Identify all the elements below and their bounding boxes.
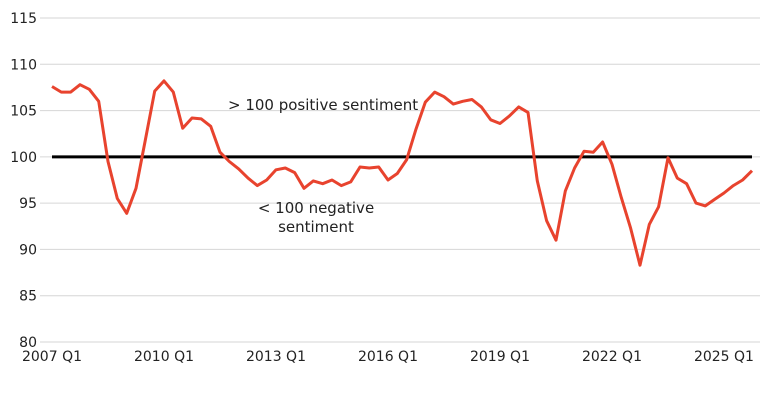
- x-tick-label: 2007 Q1: [22, 349, 82, 365]
- x-tick-label: 2019 Q1: [470, 349, 530, 365]
- y-tick-label: 90: [19, 242, 37, 258]
- y-tick-label: 80: [19, 335, 37, 351]
- x-tick-label: 2013 Q1: [246, 349, 306, 365]
- y-tick-label: 85: [19, 289, 37, 305]
- gridlines: [40, 17, 760, 343]
- y-tick-label: 115: [10, 11, 37, 27]
- y-axis-ticks: 80 85 90 95 100 105 110 115: [10, 11, 37, 351]
- x-tick-label: 2016 Q1: [358, 349, 418, 365]
- x-tick-label: 2010 Q1: [134, 349, 194, 365]
- x-tick-label: 2022 Q1: [582, 349, 642, 365]
- annotation-negative-line1: < 100 negative: [258, 199, 374, 217]
- annotation-negative-line2: sentiment: [278, 218, 354, 236]
- y-tick-label: 110: [10, 57, 37, 73]
- x-tick-label: 2025 Q1: [694, 349, 754, 365]
- series-line: [51, 79, 754, 267]
- annotation-positive: > 100 positive sentiment: [228, 96, 418, 114]
- x-axis-ticks: 2007 Q1 2010 Q1 2013 Q1 2016 Q1 2019 Q1 2022 …: [22, 349, 754, 365]
- y-tick-label: 105: [10, 104, 37, 120]
- y-tick-label: 95: [19, 196, 37, 212]
- y-tick-label: 100: [10, 150, 37, 166]
